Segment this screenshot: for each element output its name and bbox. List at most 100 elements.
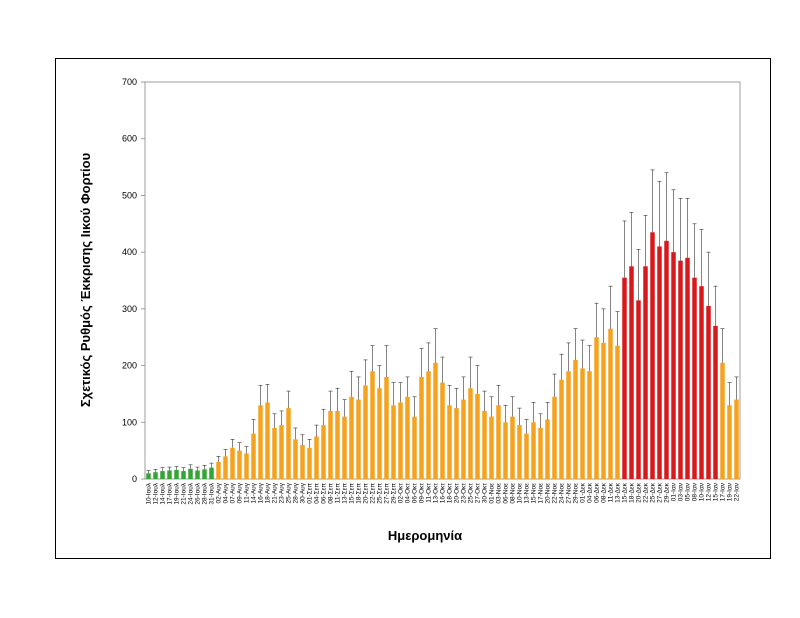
- bar: [349, 396, 354, 479]
- bar: [160, 471, 165, 479]
- x-tick-label: 06-Σεπ: [321, 482, 328, 503]
- bar: [489, 416, 494, 479]
- bar: [580, 368, 585, 479]
- x-tick-label: 06-Νοε: [503, 483, 510, 504]
- x-tick-label: 20-Σεπ: [363, 482, 370, 503]
- x-tick-label: 15-Νοε: [531, 483, 538, 504]
- bar: [335, 410, 340, 479]
- bar: [685, 257, 690, 479]
- bar: [363, 385, 368, 479]
- bar: [594, 337, 599, 479]
- bar: [699, 286, 704, 479]
- x-tick-label: 05-Ιαν: [685, 483, 692, 501]
- bar: [300, 444, 305, 479]
- bar: [706, 306, 711, 479]
- x-tick-label: 25-Σεπ: [377, 482, 384, 503]
- bar: [265, 402, 270, 479]
- bar: [454, 408, 459, 479]
- x-tick-label: 14-Αυγ: [251, 482, 258, 503]
- bar: [566, 371, 571, 479]
- bar: [678, 260, 683, 479]
- bar: [573, 359, 578, 479]
- bar: [503, 422, 508, 479]
- x-axis-label: Ημερομηνία: [388, 528, 462, 543]
- bar: [391, 405, 396, 479]
- x-tick-label: 04-Σεπ: [314, 482, 321, 503]
- x-tick-label: 04-Αυγ: [223, 482, 230, 503]
- x-tick-label: 03-Νοε: [496, 483, 503, 504]
- bar: [734, 399, 739, 479]
- x-tick-label: 25-Αυγ: [286, 482, 293, 503]
- bar: [664, 240, 669, 479]
- bar: [531, 422, 536, 479]
- bar: [384, 376, 389, 479]
- bar: [629, 266, 634, 479]
- x-tick-label: 09-Αυγ: [237, 482, 244, 503]
- bar: [692, 277, 697, 479]
- bar: [153, 472, 158, 479]
- x-tick-label: 27-Οκτ: [475, 483, 482, 504]
- bar: [272, 427, 277, 479]
- bar: [587, 371, 592, 479]
- bar: [447, 405, 452, 479]
- x-tick-label: 24-Νοε: [559, 483, 566, 504]
- x-tick-label: 17-Νοε: [538, 483, 545, 504]
- bar: [405, 396, 410, 479]
- x-tick-label: 29-Σεπ: [391, 482, 398, 503]
- x-tick-label: 29-Νοε: [573, 483, 580, 504]
- bar: [440, 382, 445, 479]
- x-tick-label: 08-Νοε: [510, 483, 517, 504]
- x-tick-label: 11-Σεπ: [335, 482, 342, 503]
- bar: [496, 405, 501, 479]
- x-tick-label: 12-Ιαν: [706, 483, 713, 501]
- bar: [356, 399, 361, 479]
- x-tick-label: 06-Οκτ: [412, 483, 419, 504]
- x-tick-label: 08-Δεκ: [601, 482, 608, 503]
- x-tick-label: 16-Οκτ: [440, 483, 447, 504]
- x-tick-label: 11-Δεκ: [608, 482, 615, 502]
- bar: [412, 416, 417, 479]
- bar: [517, 425, 522, 479]
- x-tick-label: 11-Οκτ: [426, 483, 433, 503]
- x-tick-label: 20-Νοε: [545, 483, 552, 504]
- x-tick-label: 18-Αυγ: [265, 482, 272, 503]
- bar: [258, 405, 263, 479]
- bar: [342, 416, 347, 479]
- bar: [286, 408, 291, 479]
- y-tick-label: 600: [122, 134, 137, 144]
- x-tick-label: 04-Οκτ: [405, 483, 412, 504]
- y-tick-label: 200: [122, 361, 137, 371]
- bar: [433, 362, 438, 479]
- x-tick-label: 04-Δεκ: [587, 482, 594, 503]
- y-axis-label: Σχετικός Ρυθμός Έκκρισης Ιικού Φορτίου: [78, 152, 93, 407]
- x-tick-label: 22-Δεκ: [643, 482, 650, 503]
- x-tick-label: 22-Νοε: [552, 483, 559, 504]
- bar: [279, 425, 284, 479]
- y-tick-label: 300: [122, 304, 137, 314]
- y-tick-label: 100: [122, 417, 137, 427]
- x-tick-label: 23-Οκτ: [461, 483, 468, 504]
- bar: [559, 379, 564, 479]
- x-tick-label: 15-Ιαν: [713, 483, 720, 501]
- x-tick-label: 11-Αυγ: [244, 482, 251, 503]
- bar: [713, 325, 718, 479]
- x-tick-label: 27-Νοε: [566, 483, 573, 504]
- x-tick-label: 03-Ιαν: [678, 483, 685, 501]
- bar: [230, 447, 235, 479]
- x-tick-label: 12-Ιουλ: [153, 482, 160, 504]
- y-tick-label: 500: [122, 190, 137, 200]
- x-tick-label: 29-Δεκ: [664, 482, 671, 503]
- x-tick-label: 02-Αυγ: [216, 482, 223, 503]
- bar: [720, 362, 725, 479]
- bar: [314, 436, 319, 479]
- bar: [524, 433, 529, 479]
- bar: [650, 232, 655, 479]
- bar: [727, 405, 732, 479]
- x-tick-label: 19-Ιαν: [727, 483, 734, 501]
- bar: [174, 469, 179, 479]
- x-tick-label: 28-Αυγ: [293, 482, 300, 503]
- x-tick-label: 08-Ιαν: [692, 483, 699, 501]
- x-tick-label: 28-Ιουλ: [202, 482, 209, 504]
- bar: [545, 419, 550, 479]
- x-tick-label: 21-Αυγ: [272, 482, 279, 503]
